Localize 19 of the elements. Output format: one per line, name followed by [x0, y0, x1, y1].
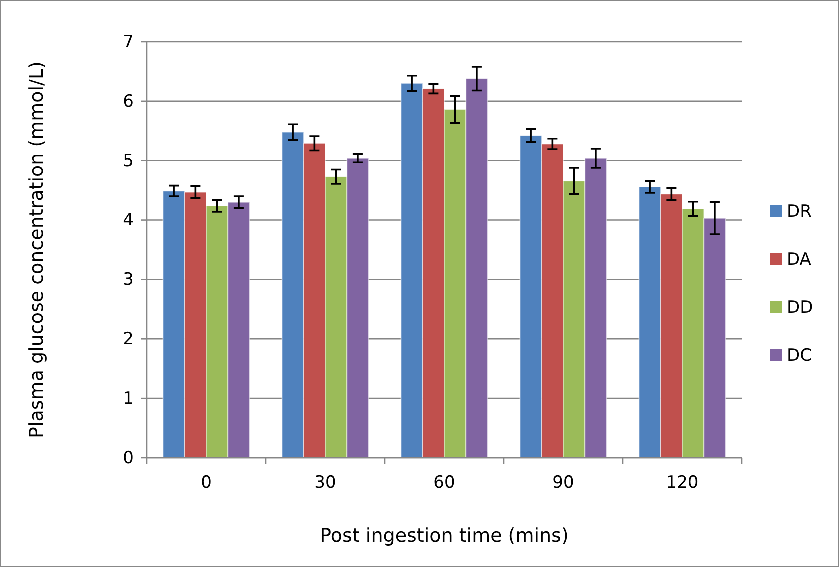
y-tick-label: 7: [123, 32, 134, 52]
y-tick-label: 3: [123, 270, 134, 290]
y-tick-label: 2: [123, 330, 134, 350]
y-axis-title: Plasma glucose concentration (mmol/L): [26, 62, 48, 438]
legend-label: DC: [787, 346, 812, 366]
legend-label: DD: [787, 298, 814, 318]
x-tick-label: 0: [201, 473, 212, 493]
y-tick-label: 4: [123, 210, 134, 231]
x-axis-title: Post ingestion time (mins): [320, 525, 569, 547]
y-tick-label: 1: [123, 389, 134, 410]
x-tick-label: 60: [434, 473, 456, 493]
legend-label: DA: [787, 250, 812, 270]
x-tick-label: 30: [314, 473, 336, 493]
y-tick-label: 6: [123, 92, 134, 112]
y-tick-label: 5: [123, 151, 134, 172]
x-tick-label: 120: [666, 473, 699, 493]
x-tick-label: 90: [552, 473, 574, 493]
legend-label: DR: [787, 202, 812, 222]
y-tick-label: 0: [123, 448, 134, 468]
